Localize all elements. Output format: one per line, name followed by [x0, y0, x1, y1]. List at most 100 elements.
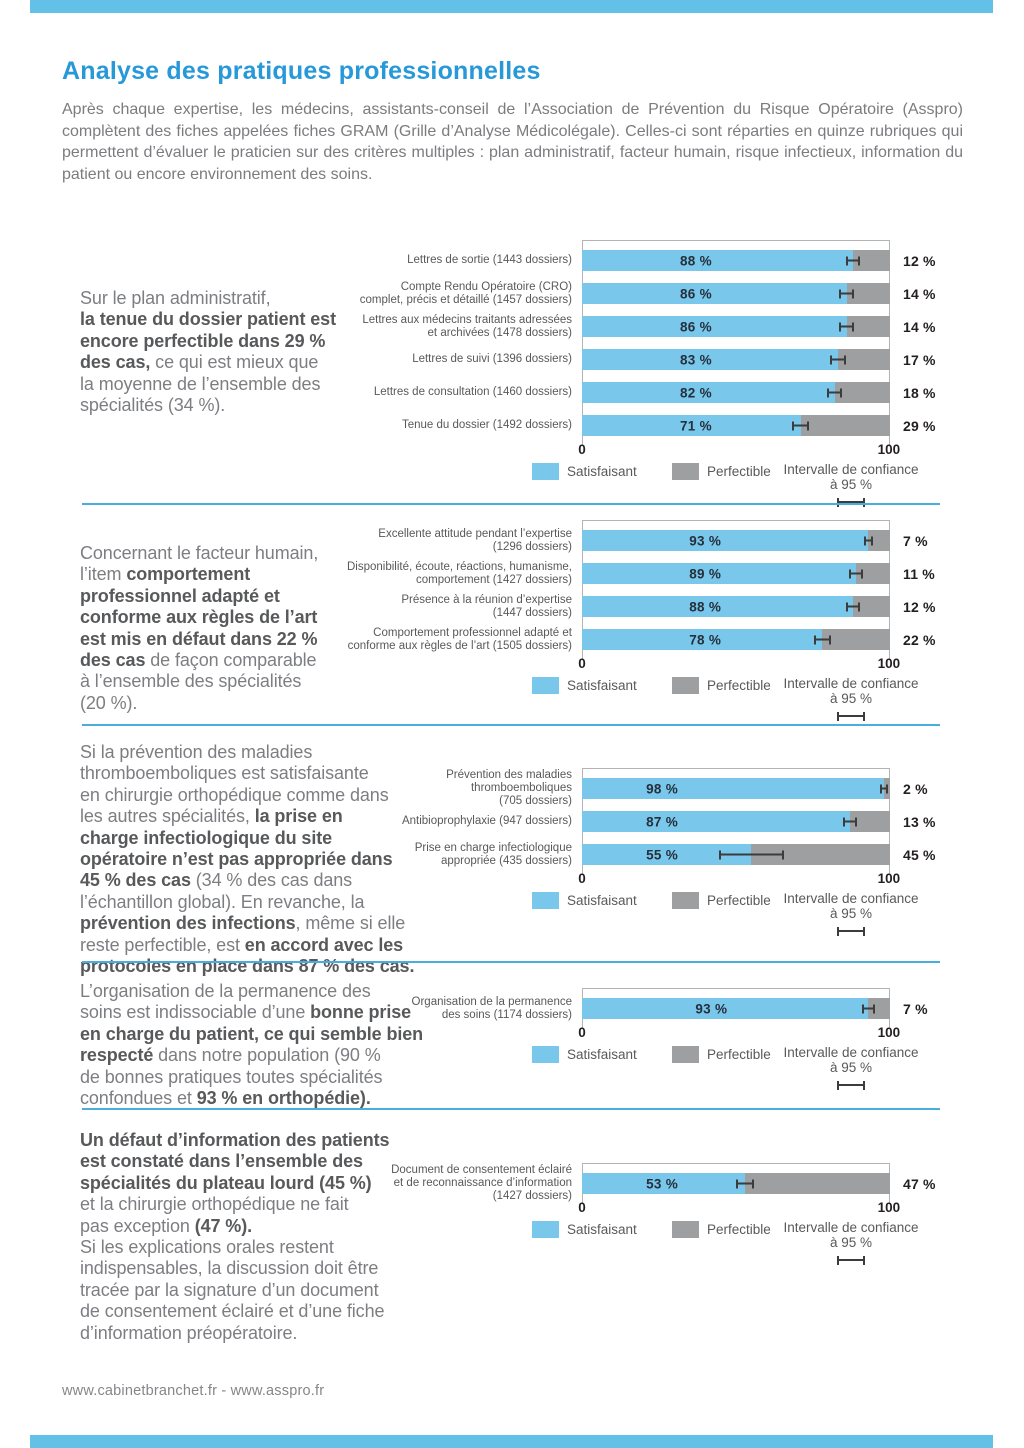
row-remainder-label: 12 %	[903, 598, 936, 615]
row-label: Disponibilité, écoute, réactions, humani…	[346, 560, 572, 586]
chart-row: Document de consentement éclairé et de r…	[317, 1164, 977, 1202]
legend-label-perfectible: Perfectible	[707, 1222, 771, 1237]
bar-satisfaisant	[582, 349, 838, 370]
confidence-interval-bar	[792, 421, 810, 430]
confidence-interval-bar	[842, 817, 858, 826]
ci-sample-glyph	[837, 498, 865, 507]
row-label: Organisation de la permanence des soins …	[411, 995, 572, 1021]
bar-value-label: 88 %	[679, 253, 712, 268]
row-label: Présence à la réunion d’expertise (1447 …	[401, 593, 572, 619]
bar-satisfaisant	[582, 415, 801, 436]
legend-swatch-satisfaisant	[532, 1046, 559, 1063]
row-label: Lettres de consultation (1460 dossiers)	[373, 386, 572, 398]
paragraph-segment: comportement professionnel adapté et con…	[80, 564, 318, 671]
section: Un défaut d’information des patients est…	[62, 1110, 962, 1348]
confidence-interval-bar	[826, 388, 843, 397]
paragraph-segment: Un défaut d’information des patients est…	[80, 1130, 390, 1193]
chart-row: Tenue du dossier (1492 dossiers) 71 % 29 %	[317, 409, 977, 442]
chart-row: Comportement professionnel adapté et con…	[317, 623, 977, 656]
section-paragraph: L’organisation de la permanence des soin…	[80, 981, 520, 1109]
bar-satisfaisant	[582, 629, 823, 650]
bar-track: 83 %	[582, 349, 890, 370]
bar-track: 55 %	[582, 844, 890, 865]
legend-swatch-satisfaisant	[532, 463, 559, 480]
bar-satisfaisant	[582, 563, 857, 584]
bar-track: 93 %	[582, 998, 890, 1019]
paragraph-segment: (47 %).	[194, 1215, 253, 1236]
bar-track: 86 %	[582, 283, 890, 304]
legend-ci-line1: Intervalle de confiance	[783, 676, 919, 691]
row-label: Lettres de sortie (1443 dossiers)	[407, 254, 572, 266]
axis-min-label: 0	[578, 1200, 586, 1215]
row-remainder-label: 29 %	[903, 417, 936, 434]
axis-max-label: 100	[877, 1025, 901, 1040]
top-accent-bar	[30, 0, 993, 13]
paragraph-segment: (34 % des cas dans l’échantillon global)…	[80, 870, 365, 912]
confidence-interval-bar	[736, 1179, 755, 1188]
bar-satisfaisant	[582, 1173, 746, 1194]
confidence-interval-bar	[862, 1004, 875, 1013]
legend-label-perfectible: Perfectible	[707, 464, 771, 479]
bar-track: 93 %	[582, 530, 890, 551]
axis-row: 0 100	[578, 871, 900, 888]
row-label: Prévention des maladies thromboembolique…	[446, 769, 572, 807]
row-remainder-label: 7 %	[903, 532, 928, 549]
section: Sur le plan administratif, la tenue du d…	[62, 240, 962, 507]
row-remainder-label: 47 %	[903, 1175, 936, 1192]
legend-label-perfectible: Perfectible	[707, 1047, 771, 1062]
bar-track: 87 %	[582, 811, 890, 832]
bar-satisfaisant	[582, 283, 847, 304]
legend-swatch-satisfaisant	[532, 892, 559, 909]
bar-chart: Excellente attitude pendant l’expertise …	[317, 520, 977, 722]
bar-satisfaisant	[582, 778, 884, 799]
row-label: Excellente attitude pendant l’expertise …	[378, 527, 572, 553]
legend-ci-line1: Intervalle de confiance	[783, 1045, 919, 1060]
bar-value-label: 93 %	[695, 1001, 728, 1016]
section-divider	[82, 503, 940, 505]
bar-track: 86 %	[582, 316, 890, 337]
legend-confidence-interval: Intervalle de confiance à 95 %	[765, 676, 937, 706]
footer-links: www.cabinetbranchet.fr - www.asspro.fr	[62, 1383, 325, 1399]
row-remainder-label: 12 %	[903, 252, 936, 269]
paragraph-segment: la prise en charge infectiologique du si…	[80, 806, 393, 891]
bar-value-label: 71 %	[679, 418, 712, 433]
chart-row: Présence à la réunion d’expertise (1447 …	[317, 590, 977, 623]
chart-row: Lettres de consultation (1460 dossiers) 8…	[317, 376, 977, 409]
legend-label-satisfaisant: Satisfaisant	[567, 893, 637, 908]
legend: Satisfaisant Perfectible Intervalle de con…	[317, 1220, 977, 1266]
paragraph-segment: ce qui est mieux que la moyenne de l’ens…	[80, 352, 321, 416]
bar-value-label: 86 %	[679, 286, 712, 301]
axis-row: 0 100	[578, 442, 900, 459]
chart-plot: Organisation de la permanence des soins …	[317, 988, 977, 1029]
legend-ci-line2: à 95 %	[829, 691, 873, 706]
confidence-interval-bar	[829, 355, 846, 364]
legend-label-satisfaisant: Satisfaisant	[567, 1047, 637, 1062]
paragraph-segment: et la chirurgie orthopédique ne fait pas…	[80, 1194, 349, 1236]
axis-lines	[582, 240, 890, 446]
legend-swatch-satisfaisant	[532, 677, 559, 694]
bar-value-label: 86 %	[679, 319, 712, 334]
bar-track: 88 %	[582, 250, 890, 271]
chart-plot: Prévention des maladies thromboembolique…	[317, 768, 977, 875]
bar-value-label: 87 %	[646, 814, 679, 829]
legend-label-perfectible: Perfectible	[707, 678, 771, 693]
bar-value-label: 83 %	[679, 352, 712, 367]
legend-label-satisfaisant: Satisfaisant	[567, 1222, 637, 1237]
axis-row: 0 100	[578, 656, 900, 673]
section-divider	[82, 724, 940, 726]
legend-swatch-perfectible	[672, 677, 699, 694]
row-label: Compte Rendu Opératoire (CRO) complet, p…	[359, 280, 572, 306]
legend-ci-line2: à 95 %	[829, 477, 873, 492]
axis-lines	[582, 520, 890, 660]
bar-value-label: 55 %	[646, 847, 679, 862]
row-remainder-label: 2 %	[903, 780, 928, 797]
confidence-interval-bar	[719, 850, 784, 859]
row-remainder-label: 11 %	[903, 565, 935, 582]
section: Si la prévention des maladies thromboemb…	[62, 726, 962, 976]
axis-min-label: 0	[578, 442, 586, 457]
legend-swatch-perfectible	[672, 892, 699, 909]
chart-row: Lettres de suivi (1396 dossiers) 83 % 17 %	[317, 343, 977, 376]
bottom-accent-bar	[30, 1435, 993, 1448]
axis-max-label: 100	[877, 656, 901, 671]
legend-ci-line1: Intervalle de confiance	[783, 891, 919, 906]
